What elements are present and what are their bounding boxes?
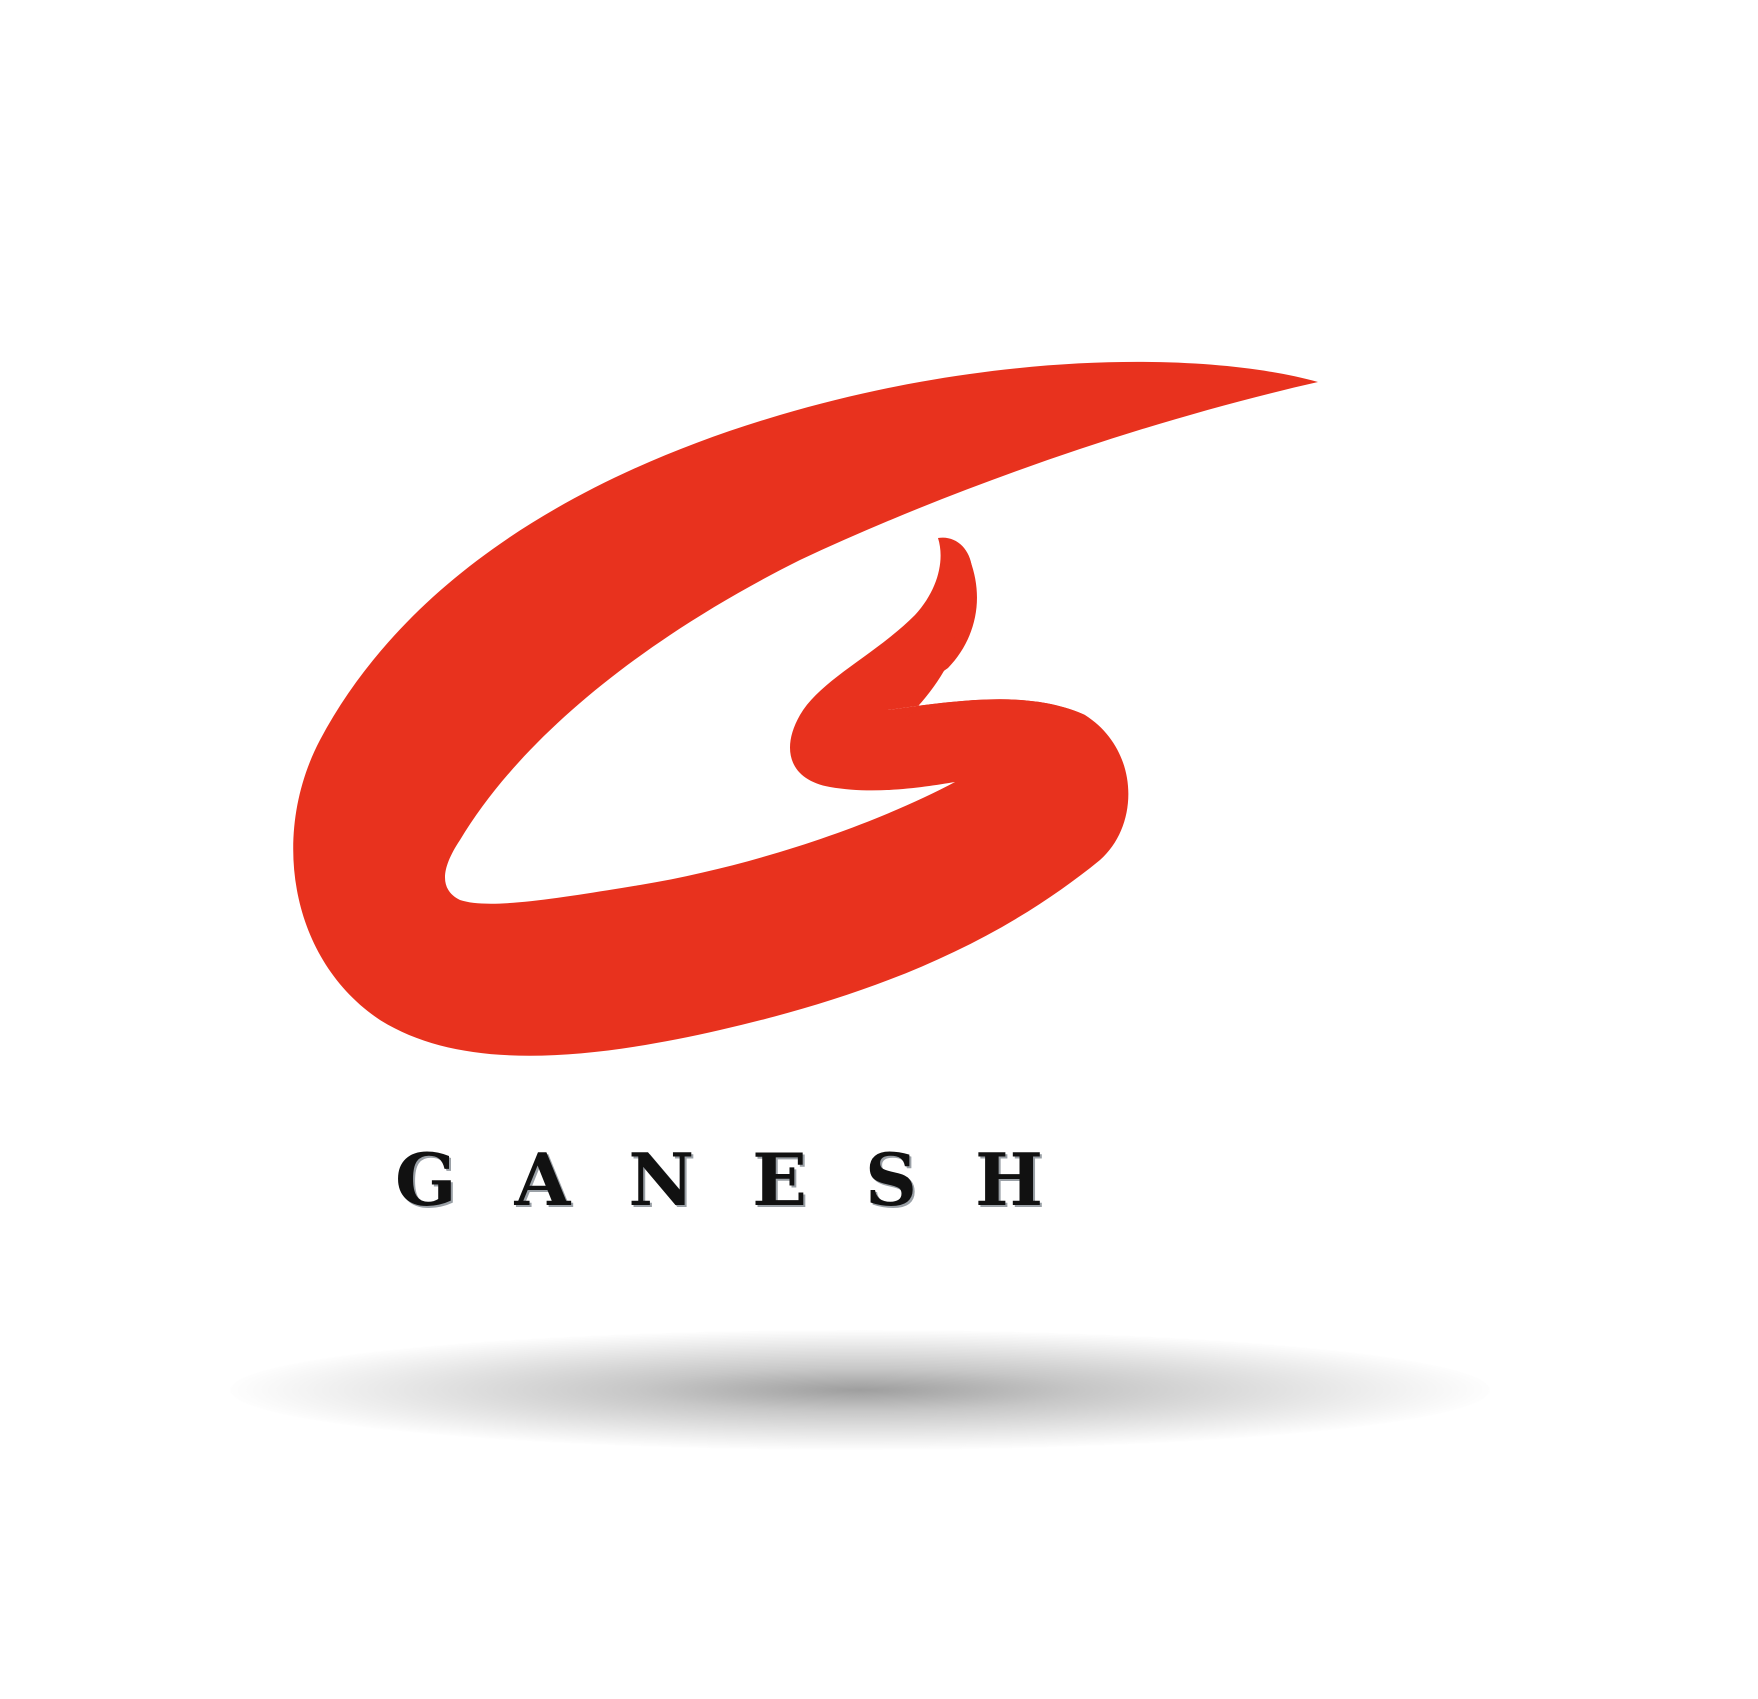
g-swoosh-inner-hook: [888, 537, 1085, 720]
ground-shadow: [230, 1330, 1490, 1450]
g-swoosh-outer-stroke: [293, 361, 1318, 1056]
brand-name: GANESH: [395, 1137, 1102, 1222]
